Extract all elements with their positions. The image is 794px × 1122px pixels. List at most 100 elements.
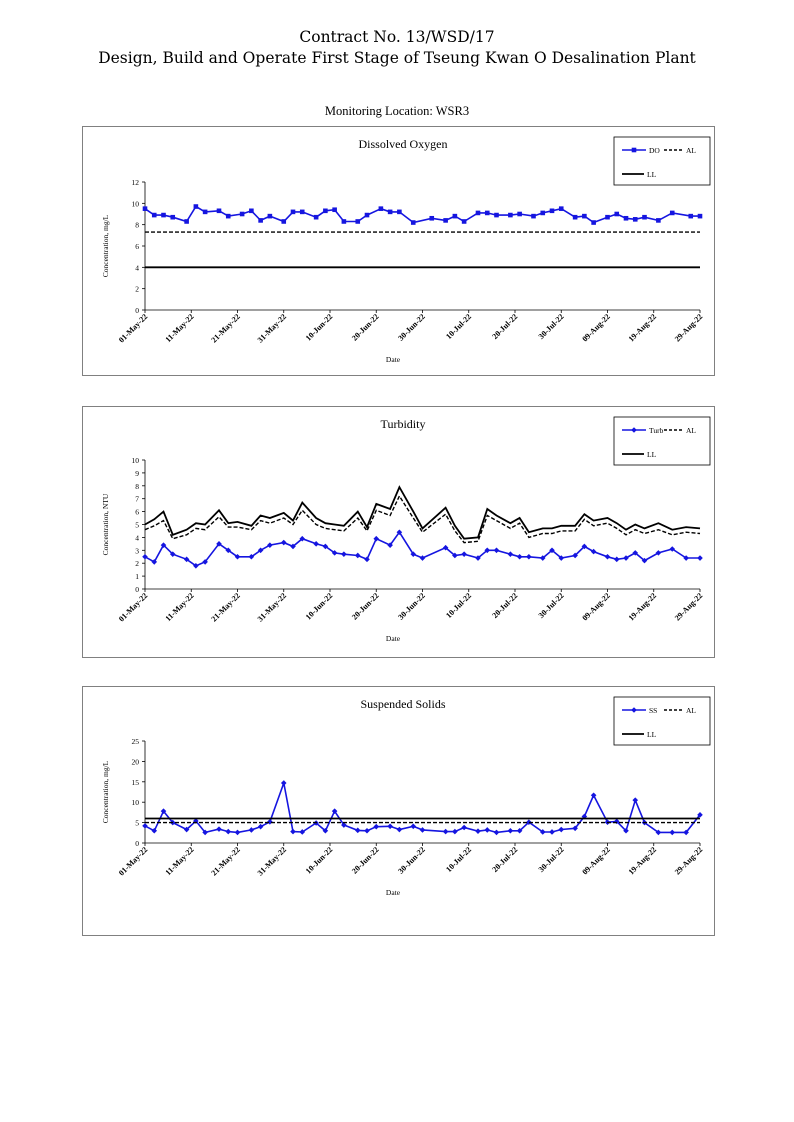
turbidity-point-turb: [623, 555, 629, 561]
turbidity-legend-al-label: AL: [686, 426, 696, 435]
dissolved-oxygen-point-do: [364, 212, 370, 218]
suspended-solids-x-tick-label: 11-May-22: [164, 845, 196, 877]
dissolved-oxygen-x-tick-label: 30-Jul-22: [537, 312, 566, 341]
dissolved-oxygen-title: Dissolved Oxygen: [359, 137, 448, 151]
turbidity-point-turb: [354, 552, 361, 559]
turbidity-legend-turb-marker: [631, 427, 637, 433]
turbidity-point-turb: [202, 559, 208, 565]
dissolved-oxygen-point-do: [281, 219, 287, 224]
dissolved-oxygen-point-do: [249, 208, 254, 214]
chart-turbidity: Turbidity 0 1 2 3 4 5 6 7 8 9 10 01-May-22 11-May-22 2…: [82, 406, 715, 658]
turbidity-point-turb: [590, 548, 597, 555]
turbidity-legend-turb-label: Turb: [649, 426, 664, 435]
turbidity-x-tick-label: 31-May-22: [256, 591, 288, 623]
turbidity-y-tick-label: 4: [135, 533, 139, 542]
suspended-solids-legend-ss-marker: [631, 707, 637, 713]
suspended-solids-x-tick-label: 20-Jul-22: [490, 845, 519, 874]
turbidity-x-axis-label: Date: [386, 634, 401, 643]
suspended-solids-x-tick-label: 31-May-22: [256, 845, 288, 877]
suspended-solids-point-ss: [419, 827, 426, 833]
dissolved-oxygen-point-do: [267, 213, 273, 219]
turbidity-y-tick-label: 2: [135, 559, 139, 568]
suspended-solids-point-ss: [142, 823, 148, 829]
contract-number: Contract No. 13/WSD/17: [299, 28, 495, 46]
dissolved-oxygen-point-do: [225, 213, 231, 219]
turbidity-x-tick-label: 10-Jun-22: [304, 591, 335, 622]
dissolved-oxygen-point-do: [410, 220, 416, 225]
turbidity-point-turb: [632, 550, 639, 556]
turbidity-point-turb: [613, 556, 620, 563]
dissolved-oxygen-point-do: [151, 212, 157, 218]
suspended-solids-point-ss: [484, 827, 491, 833]
monitoring-location: Monitoring Location: WSR3: [324, 104, 470, 118]
turbidity-point-turb: [683, 555, 689, 561]
dissolved-oxygen-point-do: [642, 214, 647, 220]
dissolved-oxygen-point-do: [452, 213, 458, 219]
turbidity-point-turb: [669, 546, 676, 552]
chart-svg-turbidity: Turbidity 0 1 2 3 4 5 6 7 8 9 10 01-May-22 11-May-22 2…: [101, 416, 711, 643]
suspended-solids-x-tick-label: 09-Aug-22: [580, 845, 612, 877]
dissolved-oxygen-legend-al-label: AL: [686, 146, 696, 155]
turbidity-point-turb: [387, 542, 393, 548]
turbidity-x-tick-label: 20-Jun-22: [350, 591, 381, 622]
dissolved-oxygen-legend-ll-label: LL: [647, 170, 657, 179]
turbidity-point-turb: [225, 547, 232, 554]
turbidity-point-turb: [410, 551, 417, 557]
dissolved-oxygen-point-do: [239, 211, 245, 217]
dissolved-oxygen-point-do: [170, 214, 176, 220]
dissolved-oxygen-point-do: [313, 214, 319, 220]
dissolved-oxygen-x-tick-label: 09-Aug-22: [580, 312, 612, 344]
dissolved-oxygen-x-tick-label: 31-May-22: [256, 312, 288, 344]
turbidity-point-turb: [341, 551, 347, 557]
suspended-solids-x-tick-label: 01-May-22: [117, 845, 149, 877]
suspended-solids-point-ss: [549, 829, 555, 835]
suspended-solids-legend-ll-label: LL: [647, 730, 657, 739]
suspended-solids-point-ss: [183, 826, 190, 833]
turbidity-point-turb: [526, 553, 532, 560]
chart-dissolved-oxygen: Dissolved Oxygen 0 2 4 6 8 10 12 01-May-22 11-May…: [82, 126, 715, 376]
turbidity-point-turb: [216, 541, 222, 547]
dissolved-oxygen-point-do: [475, 210, 481, 216]
turbidity-point-turb: [581, 543, 588, 550]
chart-svg-suspended-solids: Suspended Solids 0 5 10 15 20 25 01-May-22 11-Ma…: [101, 696, 711, 897]
turbidity-x-tick-label: 09-Aug-22: [580, 591, 612, 623]
dissolved-oxygen-point-do: [193, 204, 199, 209]
turbidity-point-turb: [475, 555, 481, 561]
suspended-solids-y-axis-label: Concentration, mg/L: [101, 760, 110, 823]
suspended-solids-x-tick-label: 30-Jun-22: [396, 845, 427, 876]
turbidity-point-turb: [641, 557, 648, 564]
suspended-solids-x-tick-label: 19-Aug-22: [627, 845, 659, 877]
dissolved-oxygen-point-do: [549, 208, 555, 214]
dissolved-oxygen-point-do: [443, 218, 448, 223]
suspended-solids-point-ss: [234, 829, 241, 836]
dissolved-oxygen-point-do: [355, 219, 361, 224]
dissolved-oxygen-point-do: [461, 219, 467, 224]
turbidity-point-turb: [419, 555, 426, 561]
suspended-solids-point-ss: [248, 827, 255, 833]
suspended-solids-series-ss-line: [144, 779, 701, 834]
dissolved-oxygen-point-do: [323, 208, 328, 214]
turbidity-y-tick-label: 0: [135, 585, 139, 594]
dissolved-oxygen-point-do: [429, 215, 435, 221]
dissolved-oxygen-x-tick-label: 29-Aug-22: [673, 312, 705, 344]
suspended-solids-point-ss: [216, 826, 222, 832]
suspended-solids-x-tick-label: 30-Jul-22: [537, 845, 566, 874]
dissolved-oxygen-y-tick-label: 6: [135, 242, 139, 251]
suspended-solids-point-ss: [669, 829, 676, 836]
dissolved-oxygen-point-do: [623, 215, 629, 221]
suspended-solids-point-ss: [697, 812, 703, 818]
dissolved-oxygen-point-do: [216, 208, 222, 214]
turbidity-point-turb: [549, 547, 555, 554]
turbidity-point-turb: [484, 547, 491, 554]
dissolved-oxygen-point-do: [290, 209, 296, 215]
dissolved-oxygen-x-tick-label: 21-May-22: [209, 312, 241, 344]
suspended-solids-legend-al-label: AL: [686, 706, 696, 715]
turbidity-point-turb: [655, 550, 662, 556]
turbidity-point-turb: [516, 553, 523, 560]
dissolved-oxygen-y-axis-label: Concentration, mg/L: [101, 214, 110, 277]
turbidity-legend-ll-label: LL: [647, 450, 657, 459]
dissolved-oxygen-point-do: [591, 220, 596, 225]
suspended-solids-point-ss: [387, 823, 393, 830]
dissolved-oxygen-point-do: [669, 210, 675, 216]
turbidity-point-turb: [572, 552, 578, 559]
